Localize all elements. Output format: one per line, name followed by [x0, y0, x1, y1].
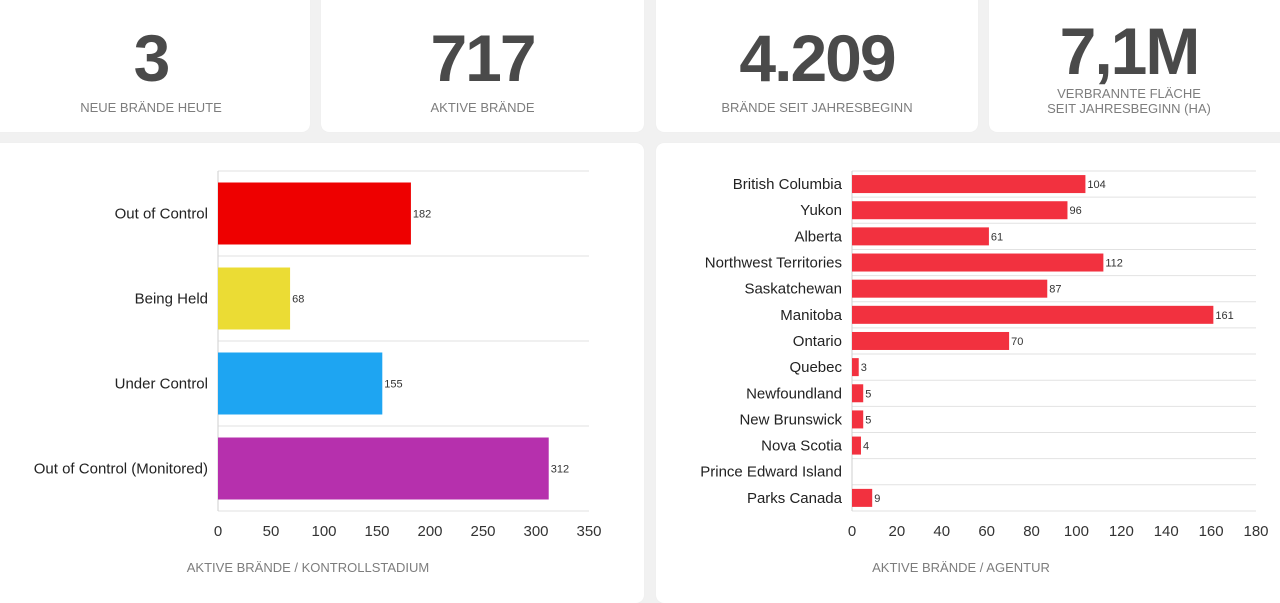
bar-newfoundland — [852, 384, 864, 403]
data-label-out-of-control: 182 — [413, 209, 431, 221]
bar-parks-canada — [852, 488, 873, 507]
category-label-prince-edward-island: Prince Edward Island — [700, 464, 842, 481]
data-label-northwest-territories: 112 — [1105, 258, 1123, 270]
bar-northwest-territories — [852, 253, 1104, 272]
bar-being-held — [218, 267, 291, 330]
category-label-quebec: Quebec — [789, 359, 842, 376]
bar-new-brunswick — [852, 410, 864, 429]
category-label-northwest-territories: Northwest Territories — [705, 255, 842, 272]
stat-card-active-fires: 717 Aktive Brände — [321, 0, 644, 132]
stat-label-line1: Verbrannte Fläche — [1057, 86, 1201, 101]
chart-agency: British Columbia 104 Yukon 96 Alberta 61 North… — [700, 170, 1269, 540]
category-label-alberta: Alberta — [794, 228, 842, 245]
category-label-yukon: Yukon — [800, 202, 842, 219]
x-tick-label: 100 — [311, 523, 336, 540]
x-tick-label: 160 — [1199, 523, 1224, 540]
stat-label-line2: seit Jahresbeginn (ha) — [1047, 101, 1211, 116]
x-tick-label: 180 — [1243, 523, 1268, 540]
x-tick-label: 100 — [1064, 523, 1089, 540]
x-tick-label: 120 — [1109, 523, 1134, 540]
stat-card-fires-ytd: 4.209 Brände seit Jahresbeginn — [656, 0, 978, 132]
x-tick-label: 50 — [263, 523, 280, 540]
category-label-out-of-control: Out of Control — [115, 206, 208, 223]
category-label-saskatchewan: Saskatchewan — [744, 281, 842, 298]
data-label-british-columbia: 104 — [1087, 179, 1105, 191]
stat-label: Brände seit Jahresbeginn — [721, 100, 913, 115]
bar-quebec — [852, 358, 859, 377]
x-tick-label: 250 — [470, 523, 495, 540]
data-label-quebec: 3 — [861, 362, 867, 374]
stat-value: 4.209 — [739, 21, 896, 95]
data-label-newfoundland: 5 — [865, 388, 871, 400]
bar-yukon — [852, 201, 1068, 220]
stat-label: Neue Brände heute — [80, 100, 222, 115]
bar-out-of-control-monitored — [218, 437, 549, 500]
x-tick-label: 140 — [1154, 523, 1179, 540]
category-label-nova-scotia: Nova Scotia — [761, 438, 843, 455]
x-tick-label: 20 — [889, 523, 906, 540]
x-tick-label: 80 — [1023, 523, 1040, 540]
stat-value: 3 — [133, 21, 171, 95]
x-tick-label: 40 — [933, 523, 950, 540]
category-label-parks-canada: Parks Canada — [747, 490, 843, 507]
chart-caption: Aktive Brände / Agentur — [872, 560, 1050, 575]
bar-saskatchewan — [852, 279, 1048, 298]
stat-value: 717 — [430, 21, 536, 95]
stat-label: Aktive Brände — [430, 100, 535, 115]
chart-caption: Aktive Brände / Kontrollstadium — [186, 560, 430, 575]
bar-british-columbia — [852, 175, 1086, 194]
data-label-being-held: 68 — [292, 294, 304, 306]
category-label-newfoundland: Newfoundland — [746, 385, 842, 402]
data-label-alberta: 61 — [991, 231, 1003, 243]
category-label-british-columbia: British Columbia — [733, 176, 843, 193]
stat-card-burned-area: 7,1M Verbrannte Fläche seit Jahresbeginn… — [989, 0, 1280, 132]
data-label-nova-scotia: 4 — [863, 441, 869, 453]
chart-card-control-stage: Out of Control 182 Being Held 68 Under Contr… — [0, 143, 644, 603]
category-label-being-held: Being Held — [135, 291, 208, 308]
data-label-under-control: 155 — [384, 379, 402, 391]
category-label-ontario: Ontario — [793, 333, 842, 350]
category-label-new-brunswick: New Brunswick — [739, 411, 842, 428]
x-tick-label: 300 — [523, 523, 548, 540]
chart-card-agency: British Columbia 104 Yukon 96 Alberta 61 North… — [656, 143, 1280, 603]
x-tick-label: 60 — [978, 523, 995, 540]
data-label-saskatchewan: 87 — [1049, 284, 1061, 296]
bar-nova-scotia — [852, 436, 861, 455]
category-label-under-control: Under Control — [115, 376, 208, 393]
x-tick-label: 200 — [417, 523, 442, 540]
category-label-out-of-control-monitored: Out of Control (Monitored) — [34, 461, 208, 478]
chart-control-stage: Out of Control 182 Being Held 68 Under Contr… — [34, 170, 602, 540]
x-tick-label: 0 — [848, 523, 856, 540]
bar-ontario — [852, 331, 1010, 350]
data-label-parks-canada: 9 — [874, 493, 880, 505]
bar-out-of-control — [218, 182, 411, 245]
data-label-manitoba: 161 — [1215, 310, 1233, 322]
stat-card-new-fires: 3 Neue Brände heute — [0, 0, 310, 132]
bar-alberta — [852, 227, 989, 246]
data-label-new-brunswick: 5 — [865, 414, 871, 426]
stat-value: 7,1M — [1059, 14, 1201, 88]
bar-manitoba — [852, 305, 1214, 324]
data-label-out-of-control-monitored: 312 — [551, 464, 569, 476]
x-tick-label: 350 — [576, 523, 601, 540]
x-tick-label: 0 — [214, 523, 222, 540]
x-tick-label: 150 — [364, 523, 389, 540]
category-label-manitoba: Manitoba — [780, 307, 842, 324]
data-label-yukon: 96 — [1069, 205, 1081, 217]
data-label-ontario: 70 — [1011, 336, 1023, 348]
bar-under-control — [218, 352, 383, 415]
